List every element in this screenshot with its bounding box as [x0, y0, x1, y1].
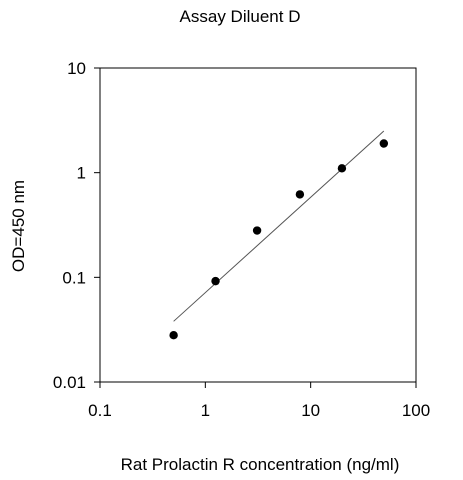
data-point — [295, 190, 305, 199]
fit-line — [173, 130, 385, 322]
y-tick-label: 0.01 — [53, 373, 86, 392]
y-tick-label: 0.1 — [62, 268, 86, 287]
plot-frame — [99, 67, 417, 383]
x-tick-label: 100 — [402, 401, 430, 420]
y-axis-label: OD=450 nm — [9, 180, 28, 272]
x-axis-label: Rat Prolactin R concentration (ng/ml) — [121, 455, 400, 474]
x-tick-label: 0.1 — [88, 401, 112, 420]
data-point — [379, 139, 389, 148]
y-tick-label: 10 — [67, 59, 86, 78]
y-axis: 0.01 0.1 1 10 — [53, 59, 100, 392]
data-point — [337, 164, 347, 173]
data-point — [252, 226, 262, 235]
x-tick-label: 1 — [201, 401, 210, 420]
chart-title: Assay Diluent D — [180, 7, 301, 26]
x-tick-label: 10 — [301, 401, 320, 420]
y-tick-label: 1 — [77, 164, 86, 183]
data-points — [169, 139, 389, 340]
plot-area — [99, 67, 417, 383]
fit-line-group — [173, 130, 385, 322]
data-point — [211, 276, 220, 286]
data-point — [169, 330, 178, 340]
x-axis: 0.1 1 10 100 — [88, 382, 430, 420]
